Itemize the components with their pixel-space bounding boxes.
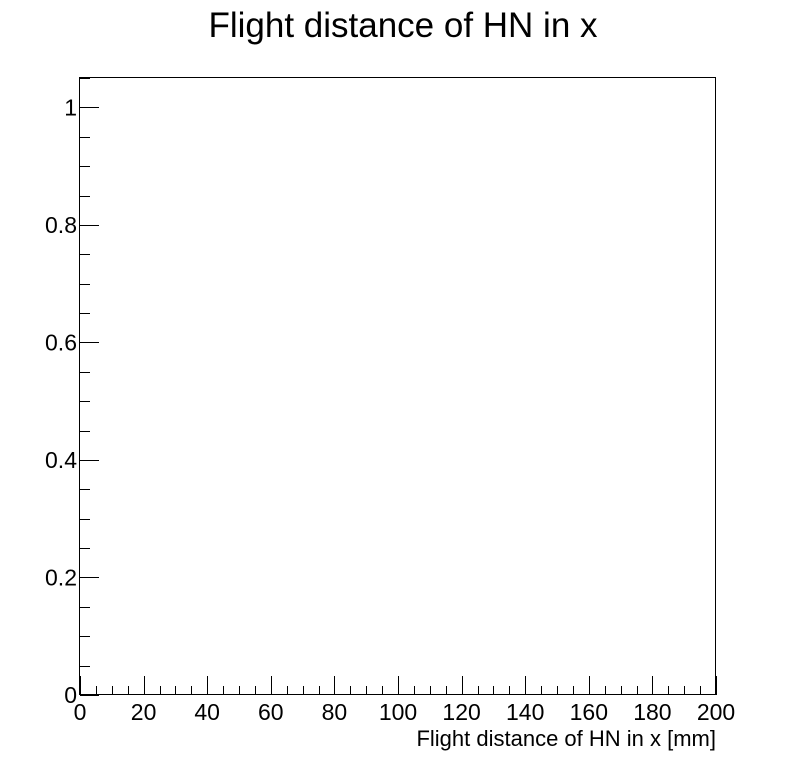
y-tick-label: 0.6 bbox=[45, 329, 77, 355]
x-tick-label: 20 bbox=[131, 699, 157, 725]
x-axis-title: Flight distance of HN in x [mm] bbox=[416, 726, 716, 751]
y-tick-label: 0.4 bbox=[45, 447, 77, 473]
x-tick-label: 100 bbox=[379, 699, 417, 725]
x-tick-label: 40 bbox=[194, 699, 220, 725]
plot-frame bbox=[79, 77, 716, 695]
x-tick-label: 120 bbox=[442, 699, 480, 725]
x-axis: 0 20 40 60 80 100 120 140 160 180 200 bbox=[74, 676, 735, 725]
y-tick-label: 1 bbox=[64, 94, 77, 120]
y-axis: 0 0.2 0.4 0.6 0.8 1 bbox=[45, 78, 99, 708]
y-tick-label: 0 bbox=[64, 682, 77, 708]
x-tick-label: 80 bbox=[322, 699, 348, 725]
y-tick-label: 0.2 bbox=[45, 564, 77, 590]
x-tick-label: 140 bbox=[506, 699, 544, 725]
x-tick-label: 200 bbox=[697, 699, 735, 725]
x-tick-label: 60 bbox=[258, 699, 284, 725]
x-tick-label: 180 bbox=[633, 699, 671, 725]
y-tick-label: 0.8 bbox=[45, 212, 77, 238]
chart-title: Flight distance of HN in x bbox=[208, 6, 598, 45]
x-tick-label: 0 bbox=[74, 699, 87, 725]
x-tick-label: 160 bbox=[570, 699, 608, 725]
